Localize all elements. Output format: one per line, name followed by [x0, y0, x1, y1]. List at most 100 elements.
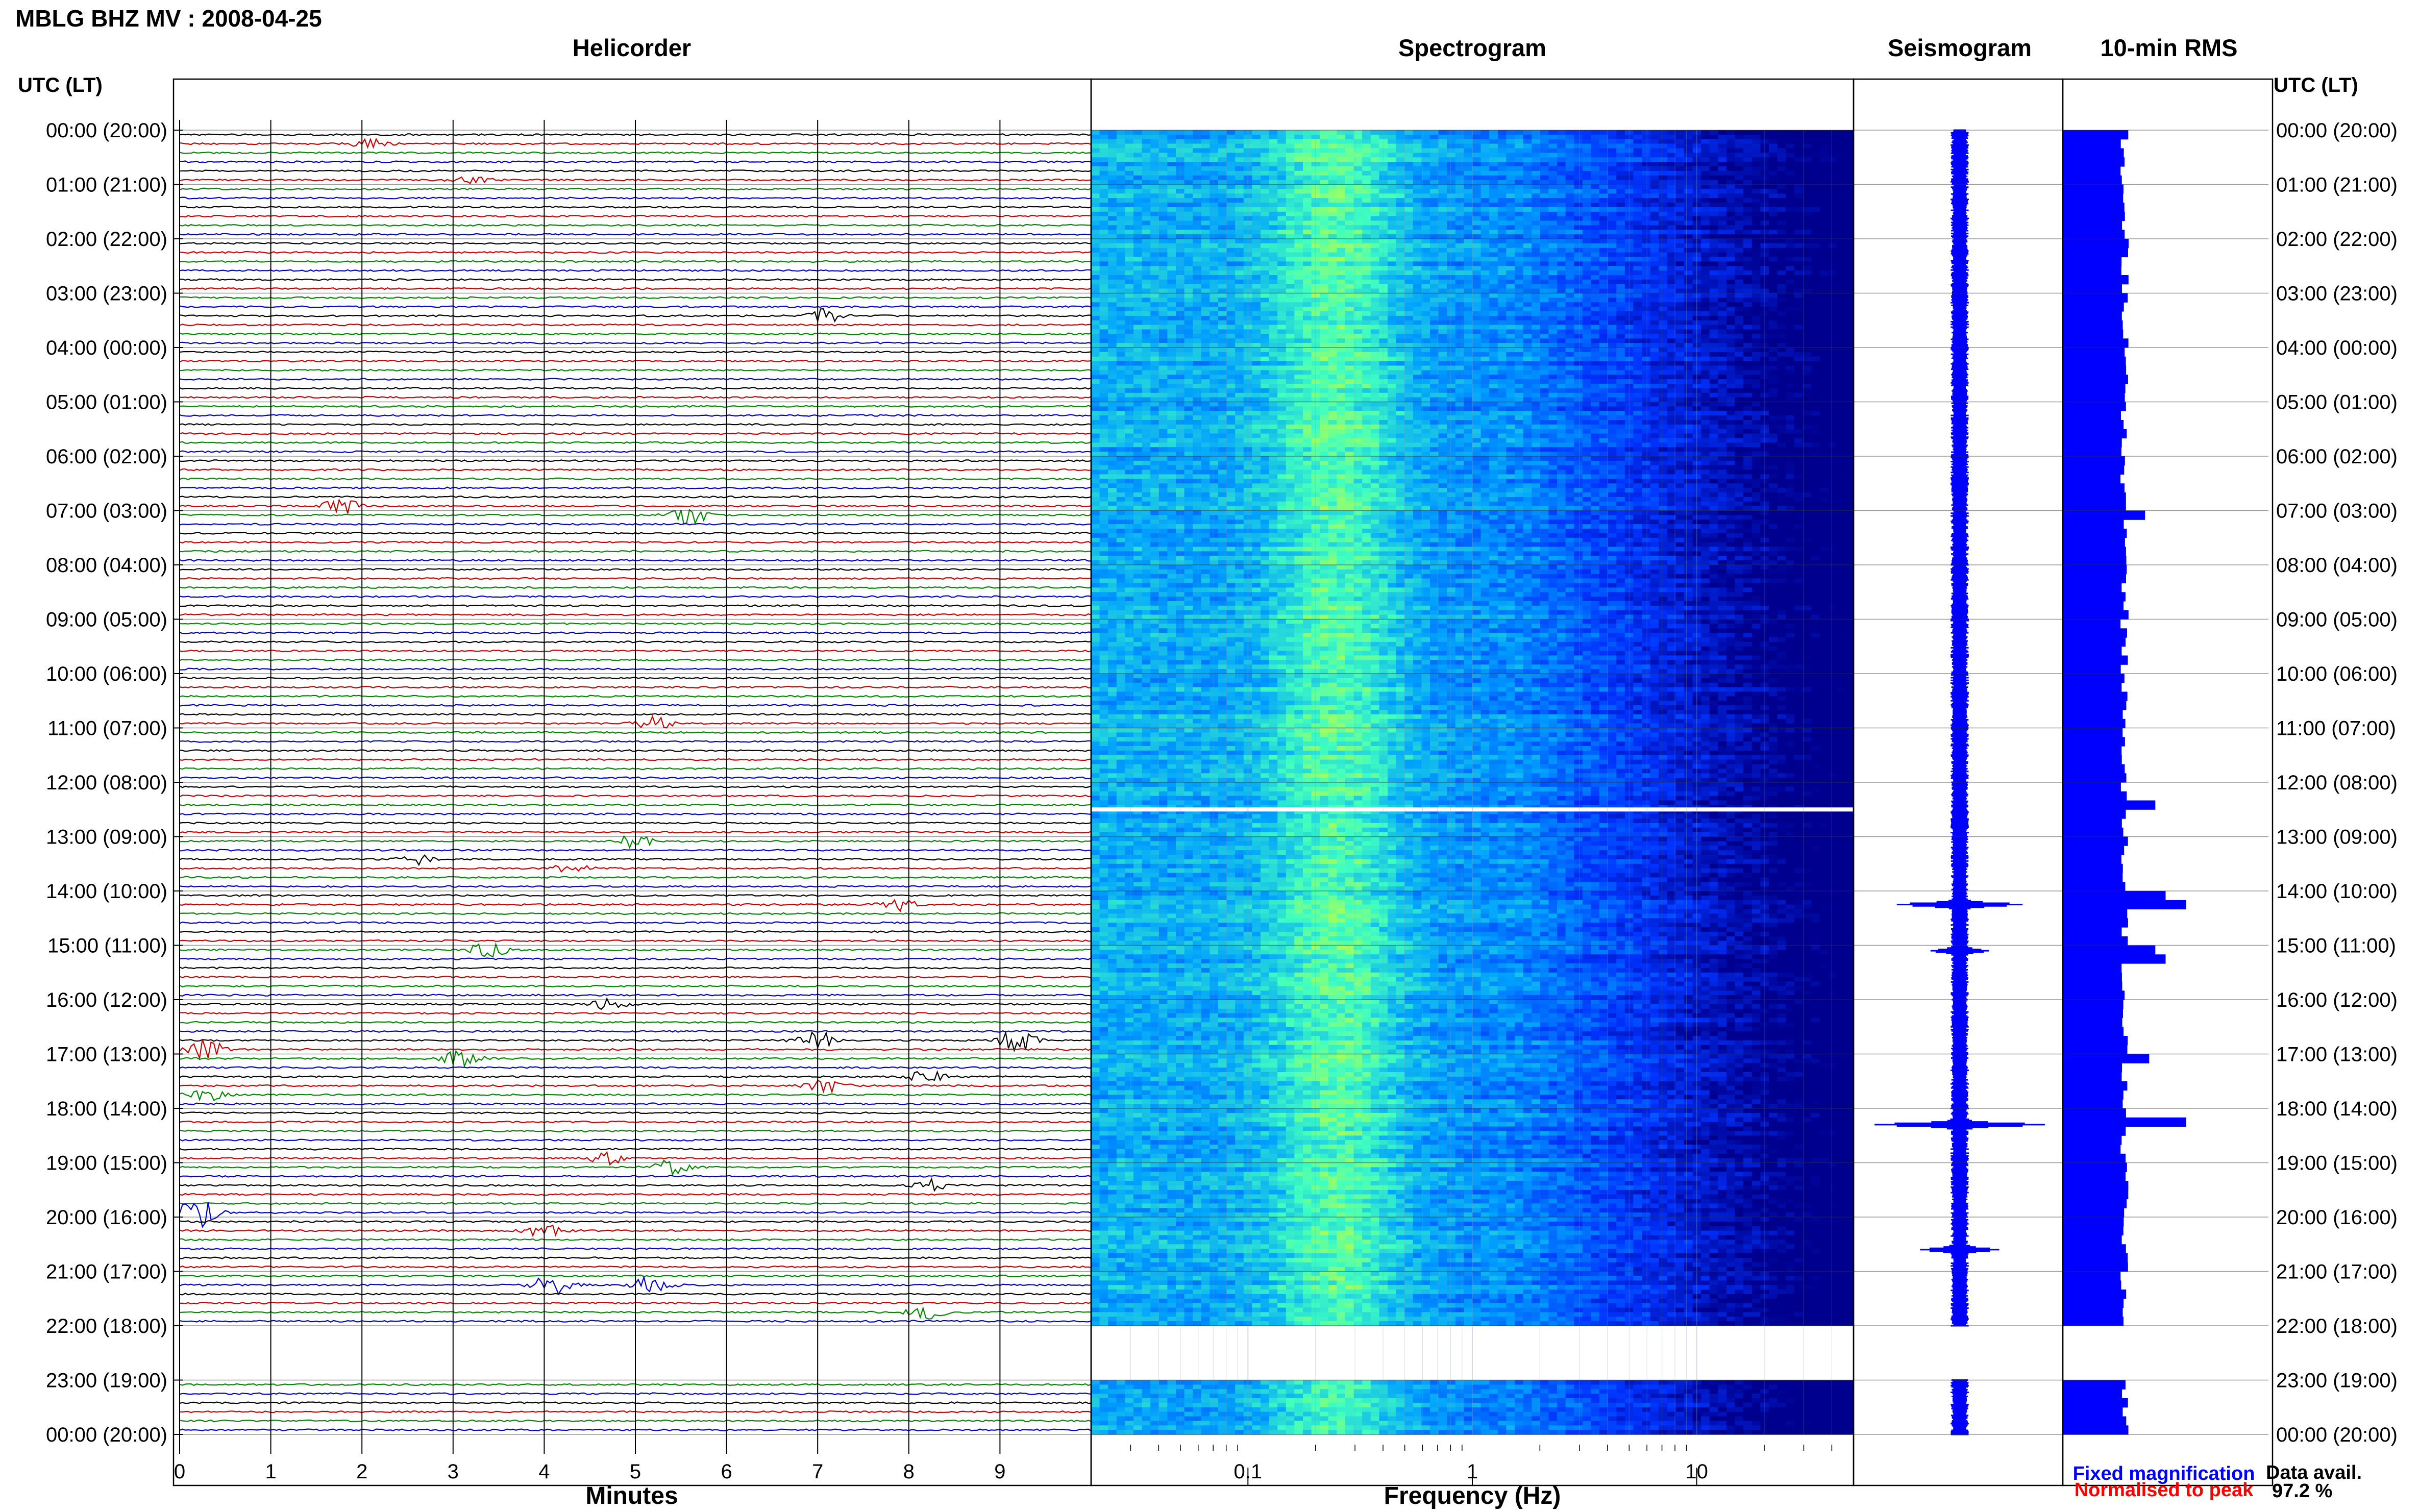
spectrogram-cell	[1574, 203, 1583, 208]
spectrogram-cell	[1667, 148, 1676, 154]
spectrogram-cell	[1108, 193, 1117, 199]
spectrogram-cell	[1710, 144, 1718, 149]
spectrogram-cell	[1701, 198, 1710, 203]
spectrogram-cell	[1574, 176, 1583, 181]
spectrogram-cell	[1548, 189, 1557, 194]
spectrogram-cell	[1091, 203, 1100, 208]
spectrogram-cell	[1328, 193, 1337, 199]
spectrogram-cell	[1489, 139, 1498, 144]
spectrogram-cell	[1811, 212, 1820, 217]
spectrogram-cell	[1506, 135, 1515, 140]
spectrogram-cell	[1388, 162, 1396, 167]
spectrogram-cell	[1303, 198, 1312, 203]
spectrogram-cell	[1142, 180, 1151, 185]
spectrogram-cell	[1743, 144, 1752, 149]
spectrogram-cell	[1566, 166, 1574, 171]
spectrogram-cell	[1540, 180, 1549, 185]
spectrogram-cell	[1210, 185, 1218, 190]
seismogram-heading: Seismogram	[1888, 34, 2032, 61]
spectrogram-cell	[1498, 176, 1507, 181]
spectrogram-cell	[1599, 207, 1608, 212]
spectrogram-cell	[1820, 157, 1829, 162]
spectrogram-cell	[1726, 193, 1735, 199]
spectrogram-cell	[1608, 144, 1617, 149]
spectrogram-cell	[1616, 130, 1625, 135]
spectrogram-cell	[1616, 144, 1625, 149]
spectrogram-cell	[1743, 180, 1752, 185]
spectrogram-cell	[1345, 153, 1354, 158]
spectrogram-cell	[1659, 203, 1667, 208]
spectrogram-cell	[1447, 185, 1455, 190]
spectrogram-cell	[1591, 185, 1599, 190]
spectrogram-cell	[1760, 135, 1769, 140]
spectrogram-cell	[1210, 216, 1218, 221]
spectrogram-cell	[1743, 176, 1752, 181]
spectrogram-cell	[1642, 171, 1650, 176]
spectrogram-cell	[1523, 193, 1532, 199]
spectrogram-cell	[1320, 162, 1328, 167]
spectrogram-cell	[1506, 148, 1515, 154]
spectrogram-cell	[1218, 171, 1227, 176]
spectrogram-cell	[1455, 139, 1464, 144]
spectrogram-cell	[1362, 212, 1371, 217]
spectrogram-cell	[1413, 212, 1422, 217]
spectrogram-cell	[1201, 212, 1210, 217]
spectrogram-cell	[1608, 157, 1617, 162]
spectrogram-cell	[1345, 203, 1354, 208]
spectrogram-cell	[1210, 157, 1218, 162]
spectrogram-cell	[1227, 135, 1236, 140]
spectrogram-cell	[1760, 198, 1769, 203]
spectrogram-cell	[1684, 171, 1693, 176]
spectrogram-cell	[1328, 166, 1337, 171]
spectrogram-cell	[1828, 185, 1837, 190]
spectrogram-cell	[1312, 157, 1320, 162]
spectrogram-cell	[1786, 135, 1794, 140]
spectrogram-cell	[1150, 144, 1159, 149]
spectrogram-cell	[1193, 207, 1201, 212]
spectrogram-cell	[1294, 148, 1303, 154]
spectrogram-cell	[1421, 130, 1430, 135]
spectrogram-cell	[1210, 166, 1218, 171]
spectrogram-cell	[1735, 139, 1744, 144]
spectrogram-cell	[1523, 203, 1532, 208]
spectrogram-cell	[1303, 185, 1312, 190]
spectrogram-cell	[1218, 157, 1227, 162]
spectrogram-cell	[1794, 180, 1803, 185]
spectrogram-cell	[1506, 207, 1515, 212]
spectrogram-cell	[1201, 193, 1210, 199]
spectrogram-cell	[1684, 176, 1693, 181]
spectrogram-cell	[1218, 144, 1227, 149]
spectrogram-cell	[1455, 212, 1464, 217]
spectrogram-cell	[1557, 139, 1566, 144]
spectrogram-cell	[1142, 157, 1151, 162]
spectrogram-cell	[1794, 207, 1803, 212]
spectrogram-cell	[1583, 148, 1591, 154]
spectrogram-cell	[1286, 166, 1295, 171]
spectrogram-cell	[1277, 162, 1286, 167]
spectrogram-cell	[1201, 203, 1210, 208]
spectrogram-cell	[1710, 198, 1718, 203]
spectrogram-cell	[1345, 207, 1354, 212]
spectrogram-cell	[1743, 148, 1752, 154]
spectrogram-cell	[1413, 144, 1422, 149]
spectrogram-cell	[1760, 166, 1769, 171]
spectrogram-cell	[1548, 212, 1557, 217]
spectrogram-cell	[1540, 207, 1549, 212]
spectrogram-cell	[1735, 176, 1744, 181]
spectrogram-cell	[1481, 135, 1490, 140]
spectrogram-cell	[1362, 171, 1371, 176]
spectrogram-cell	[1710, 207, 1718, 212]
spectrogram-cell	[1760, 130, 1769, 135]
spectrogram-cell	[1566, 180, 1574, 185]
spectrogram-cell	[1142, 189, 1151, 194]
spectrogram-cell	[1125, 135, 1133, 140]
spectrogram-cell	[1786, 144, 1794, 149]
spectrogram-cell	[1108, 148, 1117, 154]
spectrogram-cell	[1778, 153, 1786, 158]
spectrogram-cell	[1498, 216, 1507, 221]
spectrogram-cell	[1133, 198, 1142, 203]
spectrogram-cell	[1210, 198, 1218, 203]
spectrogram-cell	[1828, 130, 1837, 135]
spectrogram-cell	[1828, 203, 1837, 208]
spectrogram-cell	[1337, 203, 1345, 208]
